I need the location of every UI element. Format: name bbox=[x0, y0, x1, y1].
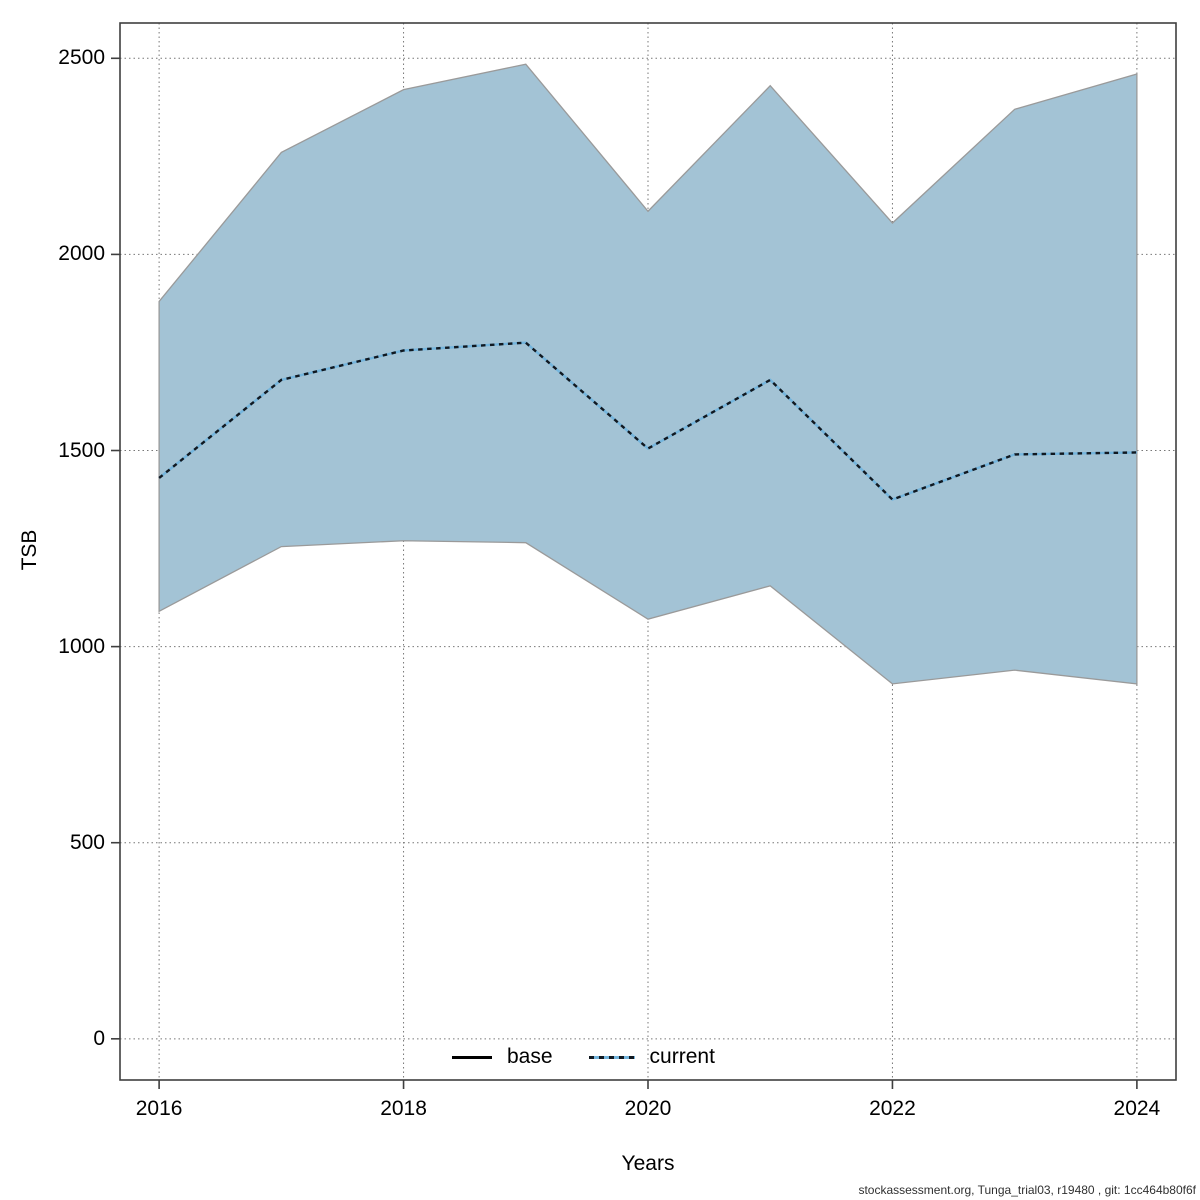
x-tick-label: 2020 bbox=[624, 1097, 672, 1120]
current-line bbox=[158, 341, 1137, 501]
y-axis-title: TSB bbox=[18, 529, 41, 571]
x-axis-title: Years bbox=[621, 1152, 675, 1175]
legend: base current bbox=[452, 1044, 715, 1070]
legend-current-line-swatch bbox=[588, 1055, 635, 1059]
x-tick-label: 2018 bbox=[380, 1097, 427, 1120]
y-tick-label: 500 bbox=[69, 830, 105, 854]
y-tick-label: 0 bbox=[93, 1026, 105, 1050]
y-tick-label: 1000 bbox=[58, 634, 105, 658]
x-tick-label: 2016 bbox=[135, 1097, 183, 1120]
y-tick-label: 2500 bbox=[58, 46, 105, 70]
footer-attribution: stockassessment.org, Tunga_trial03, r194… bbox=[858, 1183, 1196, 1197]
legend-base-line-swatch bbox=[452, 1055, 492, 1059]
y-tick-label: 2000 bbox=[58, 242, 105, 266]
x-tick-label: 2024 bbox=[1113, 1097, 1161, 1120]
x-tick-label: 2022 bbox=[869, 1097, 916, 1120]
legend-current-label: current bbox=[649, 1045, 715, 1068]
y-tick-label: 1500 bbox=[58, 438, 105, 462]
legend-base-label: base bbox=[507, 1045, 553, 1068]
confidence-band bbox=[158, 63, 1138, 685]
